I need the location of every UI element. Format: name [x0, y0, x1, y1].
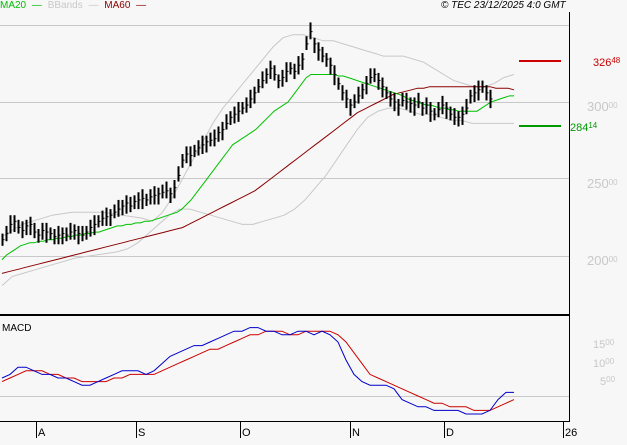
- bollinger-upper-line: [1, 34, 515, 238]
- copyright-timestamp: © TEC 23/12/2025 4:0 GMT: [441, 0, 566, 11]
- x-tick-oct: O: [242, 427, 251, 439]
- legend-ma60: MA60 —: [104, 0, 147, 11]
- x-tick-nov: N: [352, 427, 360, 439]
- x-tick-26: 26: [565, 427, 578, 439]
- bollinger-lower-line: [1, 107, 514, 286]
- y-label-300: 30000: [587, 99, 618, 114]
- price-gridlines: [0, 25, 569, 257]
- y-label-250: 25000: [587, 176, 618, 191]
- resistance-label: 32648: [593, 56, 621, 69]
- x-tick-dec: D: [446, 427, 454, 439]
- macd-y-label-15: 1500: [593, 338, 615, 351]
- x-axis-ticks: [36, 422, 564, 438]
- x-tick-sep: S: [138, 427, 146, 439]
- price-bars: [1, 22, 493, 246]
- chart-legend: MA20 — BBands — MA60 —: [0, 0, 149, 11]
- ma60-line: [1, 86, 515, 274]
- macd-line: [1, 327, 514, 415]
- macd-signal-line: [1, 330, 515, 411]
- y-label-200: 20000: [587, 253, 618, 268]
- x-tick-aug: A: [38, 427, 46, 439]
- macd-y-label-5: 500: [600, 375, 616, 388]
- legend-ma20: MA20 —: [0, 0, 42, 11]
- macd-title: MACD: [2, 323, 32, 334]
- macd-y-label-10: 1000: [593, 357, 615, 370]
- legend-bbands: BBands —: [47, 0, 99, 11]
- support-label: 28414: [570, 121, 598, 134]
